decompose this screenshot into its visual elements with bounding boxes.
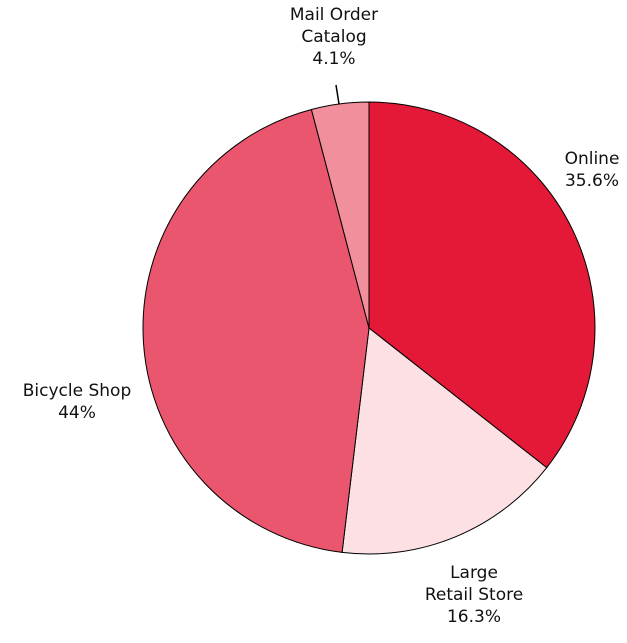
slice-label: Large Retail Store 16.3% [394, 562, 554, 628]
pie-slice [310, 101, 370, 329]
value-label: 35.6% [564, 171, 619, 191]
pie-slice [341, 327, 548, 555]
leader-line [335, 84, 340, 105]
slice-label: Mail Order Catalog 4.1% [254, 4, 414, 70]
slice-label: Online 35.6% [512, 148, 627, 192]
pie-slice [142, 108, 370, 553]
value-label: 16.3% [446, 607, 501, 627]
category-label: Online [564, 149, 620, 169]
slice-label: Bicycle Shop 44% [0, 380, 157, 424]
category-label: Large Retail Store [424, 563, 524, 605]
pie-slice [368, 101, 596, 469]
category-label: Mail Order Catalog [289, 5, 379, 47]
value-label: 4.1% [312, 49, 356, 69]
value-label: 44% [58, 403, 96, 423]
category-label: Bicycle Shop [22, 381, 132, 401]
